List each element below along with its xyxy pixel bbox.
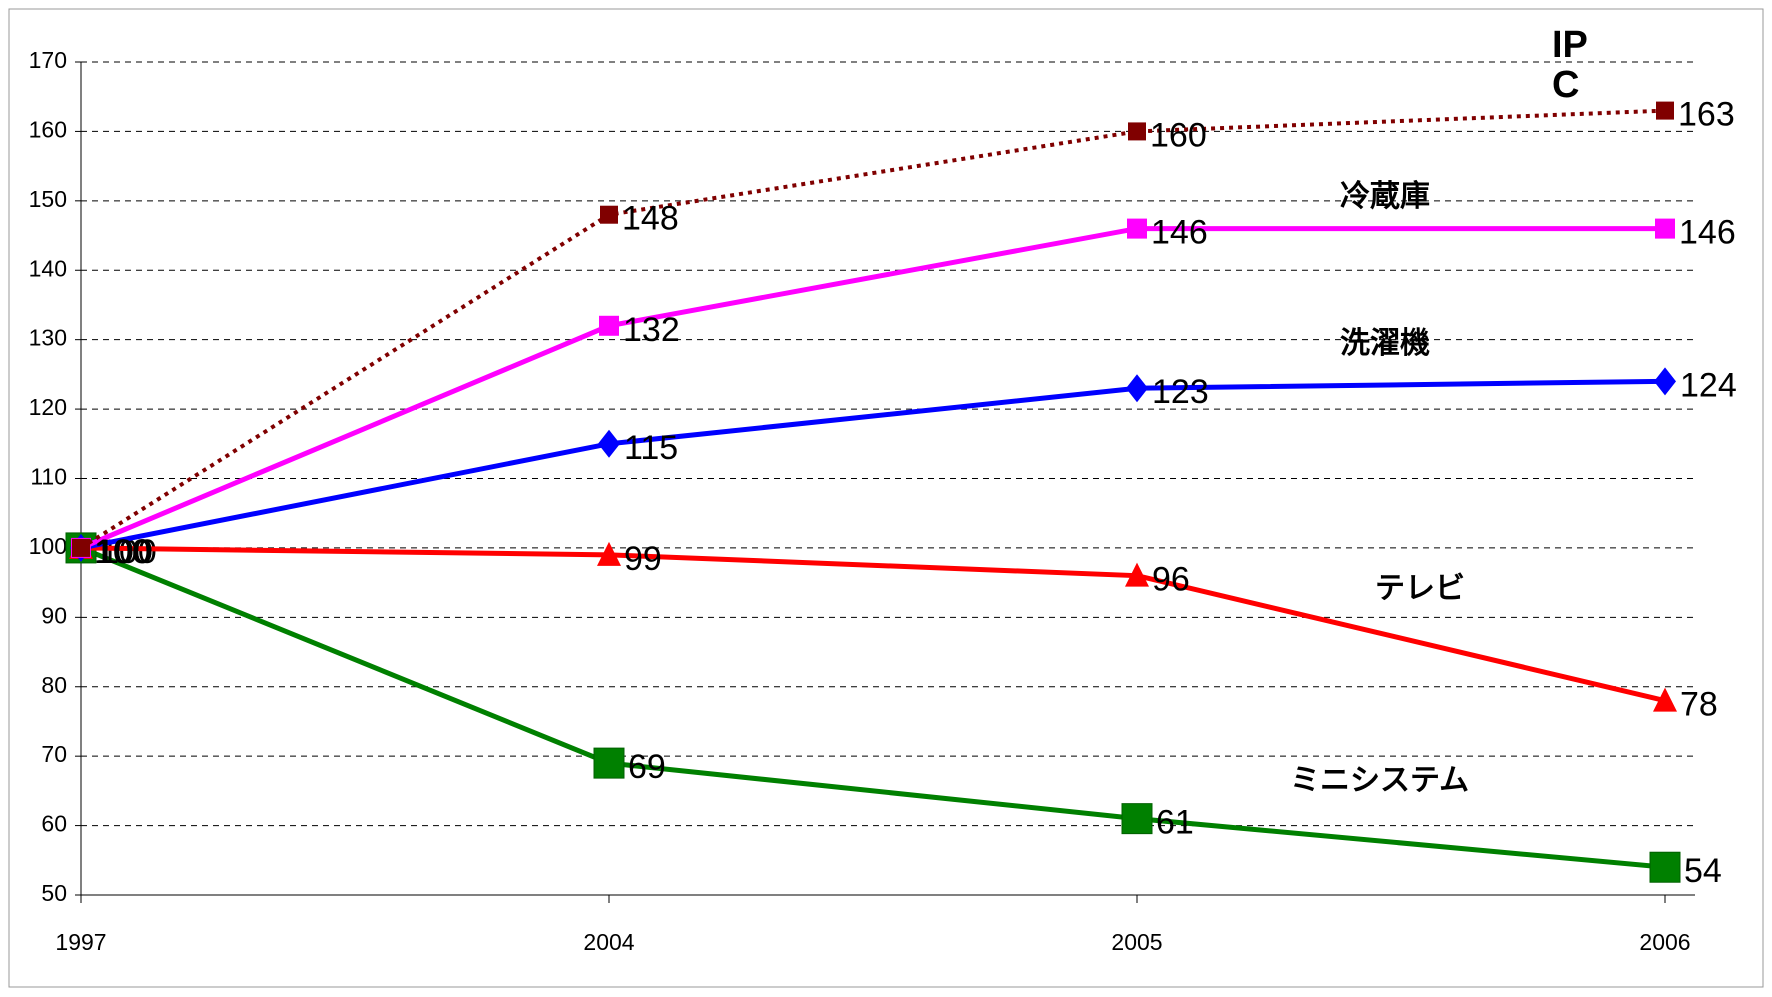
marker <box>1653 687 1677 712</box>
series-line <box>80 226 1665 551</box>
data-label: 146 <box>1679 214 1736 252</box>
x-tick-label: 2006 <box>1639 929 1690 955</box>
y-tick-label: 70 <box>41 741 67 767</box>
y-tick-label: 170 <box>29 47 67 73</box>
marker <box>1121 803 1153 835</box>
data-label: 115 <box>624 429 678 467</box>
data-label: 100 <box>94 533 151 571</box>
series-name: IPC <box>1552 25 1588 106</box>
data-label: 99 <box>624 540 662 578</box>
series-line <box>80 378 1666 551</box>
data-label: 124 <box>1680 366 1737 404</box>
marker <box>598 429 620 458</box>
series-name: 冷蔵庫 <box>1340 180 1430 213</box>
y-tick-label: 90 <box>41 602 67 628</box>
marker <box>1654 367 1676 396</box>
series-name-box: IPC <box>1552 25 1588 106</box>
marker <box>1656 101 1674 120</box>
marker <box>1127 218 1147 239</box>
data-label: 54 <box>1684 852 1722 890</box>
marker <box>600 205 618 224</box>
data-label: 61 <box>1156 804 1194 842</box>
x-tick-label: 2005 <box>1111 929 1162 955</box>
series-line <box>79 108 1666 550</box>
data-label: 163 <box>1678 96 1735 134</box>
data-label: 123 <box>1152 373 1209 411</box>
y-tick-label: 140 <box>29 255 67 281</box>
marker <box>1649 851 1681 883</box>
y-tick-label: 120 <box>29 394 67 420</box>
series-name: テレビ <box>1375 572 1465 605</box>
x-tick-label: 1997 <box>55 929 106 955</box>
series-line <box>80 545 1666 704</box>
data-label: 69 <box>628 748 666 786</box>
data-label: 100 <box>95 533 152 571</box>
series-line <box>80 545 1666 870</box>
marker <box>1126 374 1148 403</box>
series-name: ミニシステム <box>1290 764 1469 797</box>
y-tick-label: 100 <box>29 533 67 559</box>
y-tick-label: 60 <box>41 811 67 837</box>
series-name: 洗濯機 <box>1340 327 1430 360</box>
chart-frame <box>8 8 1764 988</box>
x-tick-label: 2004 <box>583 929 634 955</box>
data-label: 160 <box>1150 116 1207 154</box>
marker <box>1125 562 1149 587</box>
data-label: 78 <box>1680 686 1718 724</box>
marker <box>593 747 625 779</box>
data-label: 96 <box>1152 561 1190 599</box>
marker <box>1655 218 1675 239</box>
data-label: 148 <box>622 200 679 238</box>
marker <box>72 538 90 557</box>
y-tick-label: 80 <box>41 672 67 698</box>
y-tick-label: 160 <box>29 116 67 142</box>
y-tick-label: 50 <box>41 880 67 906</box>
y-tick-label: 110 <box>30 464 67 490</box>
marker <box>597 541 621 566</box>
y-tick-label: 130 <box>29 325 67 351</box>
data-label: 132 <box>623 311 680 349</box>
data-label: 146 <box>1151 214 1208 252</box>
marker <box>599 315 619 336</box>
y-tick-label: 150 <box>29 186 67 212</box>
marker <box>1128 122 1146 141</box>
